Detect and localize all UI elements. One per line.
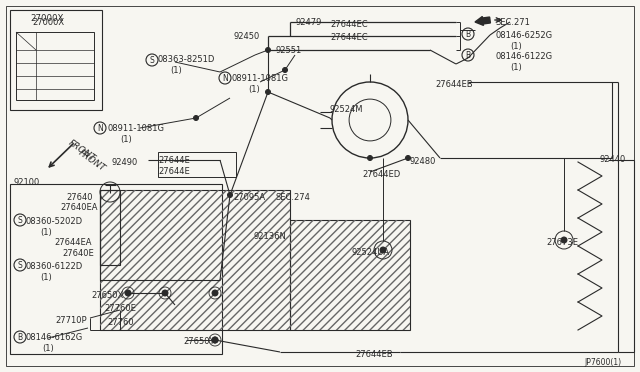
Text: B: B bbox=[465, 51, 470, 60]
Text: 27640EA: 27640EA bbox=[60, 203, 97, 212]
Text: 27644EB: 27644EB bbox=[435, 80, 472, 89]
Text: B: B bbox=[465, 29, 470, 38]
Circle shape bbox=[212, 337, 218, 343]
Text: 92480: 92480 bbox=[409, 157, 435, 166]
Text: JP7600(1): JP7600(1) bbox=[584, 358, 621, 367]
Text: 92450: 92450 bbox=[233, 32, 259, 41]
Text: N: N bbox=[97, 124, 103, 132]
FancyArrow shape bbox=[475, 16, 490, 25]
Text: N: N bbox=[222, 74, 228, 83]
Text: 92524UA: 92524UA bbox=[352, 248, 390, 257]
Text: 92136N: 92136N bbox=[253, 232, 286, 241]
Text: 27640: 27640 bbox=[66, 193, 93, 202]
Text: 27650Y: 27650Y bbox=[183, 337, 214, 346]
Text: 27760E: 27760E bbox=[104, 304, 136, 313]
Text: 92524M: 92524M bbox=[330, 105, 364, 114]
Circle shape bbox=[193, 115, 198, 121]
Circle shape bbox=[212, 290, 218, 296]
Text: SEC.271: SEC.271 bbox=[496, 18, 531, 27]
Text: 92479: 92479 bbox=[295, 18, 321, 27]
Bar bbox=[100, 190, 290, 330]
Text: 27644E: 27644E bbox=[158, 167, 189, 176]
Text: 27000X: 27000X bbox=[32, 18, 64, 27]
Text: S: S bbox=[18, 260, 22, 269]
Text: 27000X: 27000X bbox=[30, 14, 63, 23]
Text: 92551: 92551 bbox=[276, 46, 302, 55]
Circle shape bbox=[125, 290, 131, 296]
Circle shape bbox=[282, 67, 287, 73]
Circle shape bbox=[212, 337, 218, 343]
Text: (1): (1) bbox=[42, 344, 54, 353]
Text: 27644EA: 27644EA bbox=[54, 238, 92, 247]
Text: 27095A: 27095A bbox=[233, 193, 265, 202]
Text: (1): (1) bbox=[40, 228, 52, 237]
Bar bbox=[100, 190, 120, 265]
Text: 08911-1081G: 08911-1081G bbox=[232, 74, 289, 83]
Bar bbox=[10, 10, 102, 110]
Text: 92490: 92490 bbox=[112, 158, 138, 167]
Text: 27650X: 27650X bbox=[91, 291, 124, 300]
Circle shape bbox=[406, 155, 410, 160]
Circle shape bbox=[380, 247, 386, 253]
Text: (1): (1) bbox=[120, 135, 132, 144]
Text: 08146-6122G: 08146-6122G bbox=[496, 52, 553, 61]
Text: 27760: 27760 bbox=[107, 318, 134, 327]
Text: (1): (1) bbox=[248, 85, 260, 94]
Text: FRONT: FRONT bbox=[77, 148, 107, 173]
Bar bbox=[16, 32, 94, 100]
Text: 27710P: 27710P bbox=[55, 316, 86, 325]
Text: 08360-5202D: 08360-5202D bbox=[26, 217, 83, 226]
Circle shape bbox=[367, 155, 372, 160]
Text: 27644EC: 27644EC bbox=[330, 20, 367, 29]
Text: 27673E: 27673E bbox=[546, 238, 578, 247]
Text: S: S bbox=[150, 55, 154, 64]
Text: 27640E: 27640E bbox=[62, 249, 93, 258]
Circle shape bbox=[266, 90, 271, 94]
Text: (1): (1) bbox=[510, 63, 522, 72]
Text: 08146-6162G: 08146-6162G bbox=[26, 333, 83, 342]
Text: (1): (1) bbox=[170, 66, 182, 75]
Bar bbox=[290, 220, 410, 330]
Text: 27644ED: 27644ED bbox=[362, 170, 400, 179]
Bar bbox=[158, 152, 236, 177]
Text: FRONT: FRONT bbox=[67, 138, 97, 163]
Text: S: S bbox=[18, 215, 22, 224]
Text: (1): (1) bbox=[510, 42, 522, 51]
Text: B: B bbox=[17, 333, 22, 341]
Circle shape bbox=[162, 290, 168, 296]
Text: (1): (1) bbox=[40, 273, 52, 282]
Text: 08911-1081G: 08911-1081G bbox=[107, 124, 164, 133]
Text: 08360-6122D: 08360-6122D bbox=[26, 262, 83, 271]
Circle shape bbox=[266, 48, 271, 52]
Text: 08146-6252G: 08146-6252G bbox=[496, 31, 553, 40]
Text: SEC.274: SEC.274 bbox=[276, 193, 311, 202]
Text: 27644EC: 27644EC bbox=[330, 33, 367, 42]
Text: 27644EB: 27644EB bbox=[355, 350, 392, 359]
Text: 08363-8251D: 08363-8251D bbox=[157, 55, 214, 64]
Circle shape bbox=[227, 192, 232, 198]
Bar bbox=[10, 184, 222, 354]
Text: 27644E: 27644E bbox=[158, 156, 189, 165]
Text: 92100: 92100 bbox=[14, 178, 40, 187]
Text: 92440: 92440 bbox=[600, 155, 627, 164]
Circle shape bbox=[561, 237, 567, 243]
